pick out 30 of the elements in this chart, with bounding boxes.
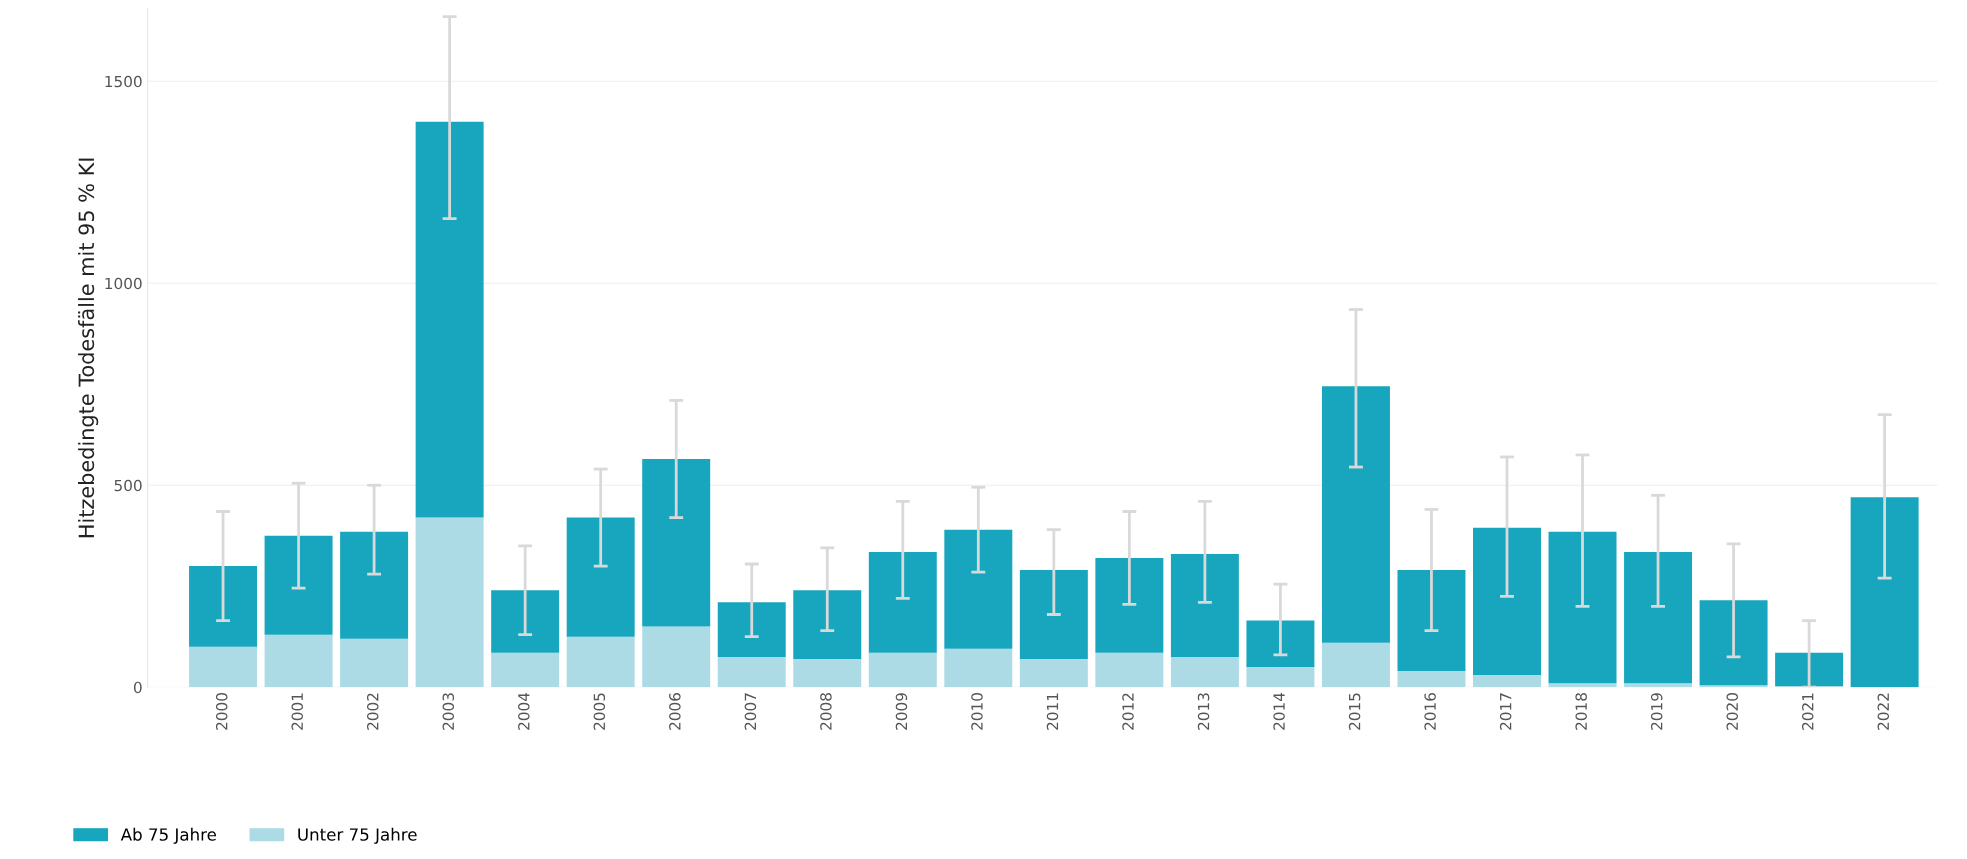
x-tick-label: 2015 [1348,693,1361,730]
y-tick-label: 0 [133,681,142,694]
x-tick-label: 2019 [1650,693,1663,730]
x-tick-label: 2021 [1801,693,1814,730]
legend-label: Unter 75 Jahre [298,827,417,844]
x-tick-label: 2007 [744,693,757,730]
x-tick-label: 2008 [820,693,832,730]
legend-label: Ab 75 Jahre [120,827,216,844]
x-tick-label: 2005 [593,693,606,730]
y-tick-label: 500 [114,479,142,492]
x-tick-label: 2009 [895,693,908,730]
x-tick-label: 2016 [1424,693,1436,730]
x-tick-label: 2004 [518,692,530,730]
x-tick-label: 2010 [971,693,983,730]
x-tick-label: 2012 [1122,693,1134,730]
x-tick-label: 2022 [1877,693,1890,730]
x-tick-label: 2018 [1575,693,1587,730]
y-tick-label: 1000 [105,277,142,290]
x-tick-label: 2003 [442,693,455,730]
x-tick-label: 2017 [1499,693,1512,730]
x-tick-label: 2013 [1197,693,1210,730]
x-tick-label: 2000 [215,693,228,730]
x-tick-label: 2020 [1726,693,1739,730]
x-tick-label: 2011 [1046,693,1059,730]
y-axis-title: Hitzebedingte Todesfälle mit 95 % KI [78,158,99,538]
y-tick-label: 1500 [105,75,142,88]
x-tick-label: 2006 [669,693,681,730]
x-tick-label: 2002 [366,693,379,730]
x-tick-label: 2014 [1273,692,1285,730]
x-tick-label: 2001 [291,693,304,730]
